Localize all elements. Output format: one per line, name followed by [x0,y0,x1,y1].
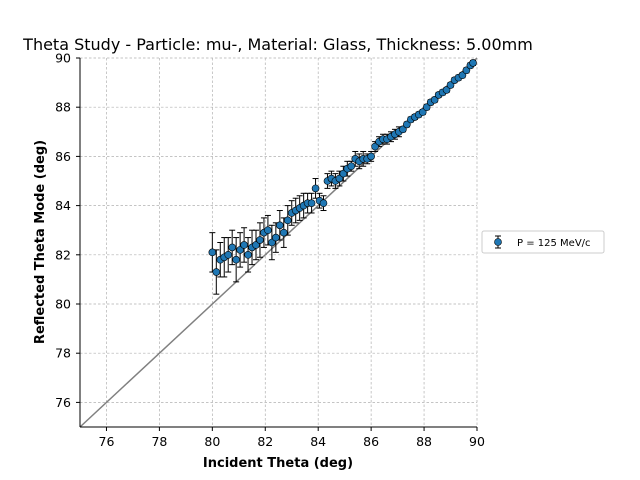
data-point [462,66,471,75]
data-point [307,199,316,207]
x-tick-label: 90 [469,434,485,449]
data-point [272,233,280,242]
data-point [268,238,276,247]
x-axis-label: Incident Theta (deg) [203,456,353,471]
x-tick-label: 86 [363,434,379,449]
chart-title: Theta Study - Particle: mu-, Material: G… [22,35,533,54]
data-point [283,216,292,225]
y-tick-label: 86 [55,149,71,164]
y-ticks: 76 78 80 82 84 86 88 90 [55,51,80,410]
data-point [442,86,451,94]
y-tick-label: 88 [55,100,71,115]
data-point [212,268,221,276]
data-point [367,152,375,161]
data-point [319,199,328,207]
data-point [335,174,344,183]
y-tick-label: 90 [55,51,71,66]
y-tick-label: 78 [55,346,71,361]
data-point [422,103,431,111]
x-ticks: 76 78 80 82 84 86 88 90 [99,427,485,449]
data-point [256,236,264,244]
data-point [469,59,477,67]
data-point [418,108,427,116]
data-point [264,226,272,234]
x-tick-label: 88 [416,434,432,449]
data-point [232,255,240,264]
data-point [311,184,320,193]
x-tick-label: 80 [204,434,220,449]
legend: P = 125 MeV/c [481,230,605,254]
x-tick-label: 82 [257,434,273,449]
data-point [446,81,455,89]
legend-box [481,230,605,254]
data-point [339,169,348,178]
data-point [244,251,252,259]
y-tick-label: 84 [55,198,71,213]
data-point [347,162,356,171]
data-point [403,120,411,129]
data-point [458,71,467,80]
data-point [371,142,379,151]
data-point [430,96,439,104]
data-point [399,125,407,134]
x-tick-label: 78 [151,434,167,449]
y-tick-label: 76 [55,395,71,410]
data-point [236,246,244,254]
y-axis-label: Reflected Theta Mode (deg) [33,140,48,344]
x-tick-label: 76 [99,434,115,449]
data-point [252,241,260,249]
data-point [240,241,248,249]
y-tick-label: 82 [55,247,71,262]
data-point [279,228,288,237]
data-point [276,221,284,230]
data-point [224,251,233,259]
data-point [228,243,236,252]
data-point [208,248,217,257]
legend-label: P = 125 MeV/c [517,238,591,249]
legend-marker [494,238,502,246]
y-tick-label: 80 [55,297,71,312]
x-tick-label: 84 [310,434,326,449]
data-points [208,59,477,276]
